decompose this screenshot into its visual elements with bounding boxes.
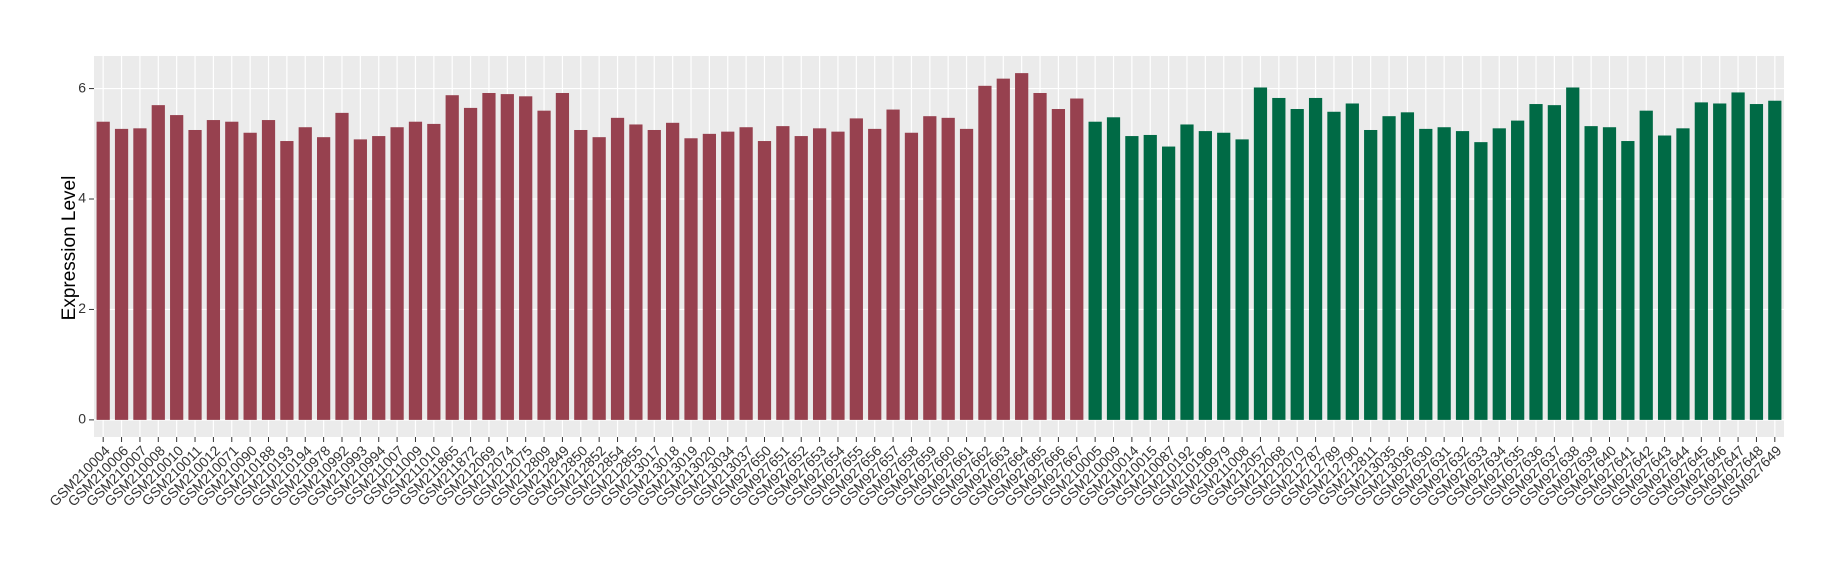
- bar: [574, 129, 588, 420]
- bar: [390, 127, 404, 420]
- bar: [1253, 87, 1268, 420]
- bar: [1364, 129, 1378, 420]
- bar: [1731, 92, 1745, 420]
- y-axis-title: Expression Level: [59, 176, 80, 321]
- bar: [372, 136, 386, 420]
- bar: [1198, 131, 1212, 420]
- bar: [519, 96, 533, 420]
- bar: [1308, 97, 1323, 420]
- bar: [1345, 103, 1359, 420]
- bar: [1015, 73, 1029, 420]
- bar: [188, 129, 202, 420]
- bar: [941, 117, 955, 420]
- bar: [721, 131, 735, 420]
- bar: [904, 132, 919, 420]
- bar: [1621, 141, 1635, 420]
- bar: [1051, 109, 1066, 420]
- bar: [1419, 128, 1433, 420]
- bar: [1125, 136, 1139, 420]
- bar: [1235, 139, 1249, 420]
- bar: [923, 116, 937, 420]
- bar: [1768, 100, 1782, 420]
- bar: [794, 136, 808, 420]
- bar: [1713, 103, 1727, 420]
- bar: [1529, 104, 1543, 420]
- y-tick-label: 6: [78, 79, 86, 95]
- bar: [1088, 121, 1102, 420]
- bar: [1106, 117, 1121, 420]
- bar: [317, 137, 331, 420]
- bar: [996, 78, 1010, 420]
- bar: [243, 132, 257, 420]
- bar: [1639, 110, 1653, 420]
- bar: [1217, 132, 1231, 420]
- bar: [151, 105, 165, 420]
- bar: [1143, 134, 1157, 420]
- bar: [1492, 128, 1506, 420]
- bar: [886, 109, 900, 420]
- bar: [1602, 127, 1617, 420]
- bar: [1749, 104, 1764, 420]
- bar: [537, 110, 551, 420]
- bar: [280, 141, 294, 420]
- bar: [1180, 124, 1194, 420]
- bar: [170, 115, 184, 420]
- bar: [261, 120, 276, 420]
- bar: [500, 94, 514, 420]
- bar: [757, 141, 772, 420]
- bar: [1290, 109, 1304, 420]
- bar: [1437, 127, 1451, 420]
- bar: [1474, 142, 1488, 420]
- bar: [1327, 111, 1341, 420]
- bar: [1033, 92, 1047, 420]
- bar: [1584, 126, 1598, 420]
- bar: [1455, 131, 1470, 420]
- bar: [812, 128, 827, 420]
- bar: [610, 117, 625, 420]
- bar: [1547, 105, 1561, 420]
- bar: [1676, 128, 1690, 420]
- bar: [1382, 116, 1396, 420]
- bar: [684, 138, 698, 420]
- bar: [482, 92, 496, 420]
- bar: [1657, 135, 1672, 420]
- bar: [959, 128, 974, 420]
- bar: [776, 126, 790, 420]
- bar: [408, 121, 423, 420]
- bar: [849, 118, 863, 420]
- bar: [1400, 112, 1415, 420]
- y-tick-label: 4: [78, 190, 86, 206]
- bar: [666, 122, 680, 420]
- bar: [868, 128, 882, 420]
- bar: [1070, 98, 1084, 420]
- bar: [1272, 97, 1286, 420]
- bar: [445, 95, 459, 420]
- bar: [427, 123, 441, 420]
- bar: [978, 85, 992, 420]
- y-tick-label: 0: [78, 411, 86, 427]
- bar: [463, 107, 478, 420]
- bar: [831, 131, 845, 420]
- bar: [225, 121, 239, 420]
- bar: [647, 129, 661, 420]
- bar: [298, 127, 312, 420]
- bar: [133, 128, 147, 420]
- bar: [1511, 120, 1525, 420]
- bar: [1162, 146, 1176, 420]
- bar: [114, 128, 129, 420]
- bar: [1694, 102, 1708, 420]
- bar: [555, 92, 570, 420]
- y-tick-label: 2: [78, 300, 86, 316]
- bar: [739, 127, 753, 420]
- bar: [702, 133, 716, 420]
- bar: [1566, 87, 1580, 420]
- bar: [592, 137, 606, 420]
- bar: [353, 139, 367, 420]
- bar: [96, 121, 110, 420]
- bar: [335, 112, 349, 420]
- bar: [629, 124, 643, 420]
- bar: [206, 120, 221, 420]
